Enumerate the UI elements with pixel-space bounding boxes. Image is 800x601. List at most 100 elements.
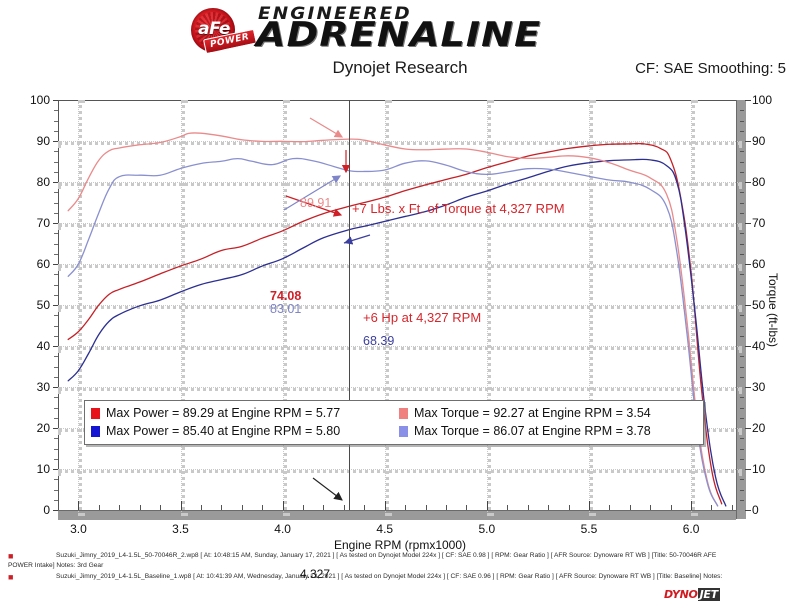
y-gridline xyxy=(58,469,742,473)
y-tick-minor-right xyxy=(740,161,744,163)
annotation-torque-mod-value: 89.91 xyxy=(300,196,332,210)
x-tick-minor xyxy=(507,505,509,510)
cursor-line[interactable] xyxy=(349,100,351,510)
cf-smoothing-label: CF: SAE Smoothing: 5 xyxy=(635,60,786,77)
chart-footer: ■ Suzuki_Jimny_2019_L4-1.5L_50-70046R_2.… xyxy=(0,551,800,600)
y-tick-minor-left xyxy=(54,274,58,276)
y-tick-minor-left xyxy=(54,458,58,460)
y-axis-right-bar xyxy=(736,100,746,519)
y-tick-minor-left xyxy=(54,130,58,132)
y-tick-minor-right xyxy=(740,233,744,235)
legend-label-max-power-baseline: Max Power = 85.40 at Engine RPM = 5.80 xyxy=(106,424,341,438)
y-tick-minor-left xyxy=(54,356,58,358)
x-tick-minor xyxy=(650,505,652,510)
y-tick-mark-right xyxy=(745,100,751,101)
y-tick-minor-right xyxy=(740,284,744,286)
y-tick-label-left: 50 xyxy=(36,298,50,312)
y-tick-minor-left xyxy=(54,499,58,501)
legend-item-max-torque-modified[interactable]: Max Torque = 92.27 at Engine RPM = 3.54 xyxy=(389,406,697,420)
x-tick-minor xyxy=(711,505,713,510)
y-tick-minor-right xyxy=(740,171,744,173)
x-tick-minor xyxy=(568,505,570,510)
engineered-wordmark: ENGINEERED xyxy=(258,4,412,24)
y-tick-label-right: 90 xyxy=(752,134,766,148)
curve-torque-baseline xyxy=(67,157,719,507)
y-gridline xyxy=(58,182,742,186)
x-tick-minor xyxy=(343,505,345,510)
y-tick-minor-right xyxy=(740,130,744,132)
dyno-chart: 3.0 3.5 4.0 4.5 5.0 5.5 6.0 0 0 10 10 20 20 30 30 40 40 5… xyxy=(0,88,800,601)
legend-swatch-torque-baseline xyxy=(399,425,408,437)
x-tick-minor xyxy=(119,505,121,510)
dyno-curves-svg xyxy=(67,132,727,507)
x-tick-minor xyxy=(98,505,100,510)
x-tick-minor xyxy=(221,505,223,510)
y-tick-minor-left xyxy=(54,397,58,399)
x-tick-mark xyxy=(282,501,284,510)
x-tick-minor xyxy=(405,505,407,510)
y-tick-minor-left xyxy=(54,253,58,255)
dynojet-watermark-dyno: DYNO xyxy=(664,588,698,601)
footer-run-1-line1: Suzuki_Jimny_2019_L4-1.5L_50-70046R_2.wp… xyxy=(56,552,717,559)
y-gridline xyxy=(58,223,742,227)
y-tick-mark-left xyxy=(53,387,58,388)
x-axis-bar xyxy=(58,510,736,520)
y-tick-minor-left xyxy=(54,325,58,327)
y-tick-minor-right xyxy=(740,253,744,255)
x-tick-label: 3.5 xyxy=(172,522,189,536)
y-tick-minor-left xyxy=(54,448,58,450)
y-tick-label-left: 40 xyxy=(36,339,50,353)
y-tick-mark-left xyxy=(53,428,58,429)
x-tick-minor xyxy=(160,505,162,510)
y-tick-mark-left xyxy=(53,182,58,183)
y-tick-minor-right xyxy=(740,366,744,368)
y-tick-label-left: 20 xyxy=(36,421,50,435)
y-tick-minor-left xyxy=(54,438,58,440)
y-tick-label-right: 60 xyxy=(752,257,766,271)
y-tick-mark-right xyxy=(745,223,751,224)
y-tick-minor-right xyxy=(740,294,744,296)
x-tick-label: 4.0 xyxy=(274,522,291,536)
annotation-torque-gain: +7 Lbs. x Ft. of Torque at 4,327 RPM xyxy=(352,201,565,216)
y-tick-minor-right xyxy=(740,202,744,204)
y-gridline xyxy=(58,141,742,145)
y-tick-minor-right xyxy=(740,458,744,460)
y-tick-minor-right xyxy=(740,212,744,214)
chart-legend: Max Power = 89.29 at Engine RPM = 5.77 M… xyxy=(84,400,704,445)
y-tick-label-right: 40 xyxy=(752,339,766,353)
dynojet-watermark: DYNO JET xyxy=(664,588,720,601)
y-tick-label-left: 100 xyxy=(29,93,50,107)
y-tick-label-right: 10 xyxy=(752,462,766,476)
x-tick-mark xyxy=(588,501,590,510)
legend-item-max-torque-baseline[interactable]: Max Torque = 86.07 at Engine RPM = 3.78 xyxy=(389,424,697,438)
x-tick-mark xyxy=(691,501,693,510)
legend-item-max-power-modified[interactable]: Max Power = 89.29 at Engine RPM = 5.77 xyxy=(91,406,389,420)
x-tick-minor xyxy=(303,505,305,510)
y-tick-mark-left xyxy=(53,100,58,101)
curve-torque-modified xyxy=(67,132,719,507)
legend-swatch-torque-modified xyxy=(399,407,408,419)
legend-item-max-power-baseline[interactable]: Max Power = 85.40 at Engine RPM = 5.80 xyxy=(91,424,389,438)
footer-bullet-icon: ■ xyxy=(8,551,14,561)
annotation-power-mod-value: 74.08 xyxy=(270,289,302,303)
afe-logo-text: aFe xyxy=(198,19,230,39)
chart-header: aFe POWER ENGINEERED ADRENALINE Dynojet … xyxy=(0,0,800,88)
x-tick-minor xyxy=(670,505,672,510)
y-tick-minor-right xyxy=(740,151,744,153)
y-tick-mark-right xyxy=(745,387,751,388)
legend-label-max-torque-baseline: Max Torque = 86.07 at Engine RPM = 3.78 xyxy=(414,424,651,438)
y-tick-minor-left xyxy=(54,110,58,112)
x-tick-label: 3.0 xyxy=(70,522,87,536)
y-tick-label-right: 0 xyxy=(752,503,759,517)
y-tick-minor-left xyxy=(54,417,58,419)
x-tick-minor xyxy=(446,505,447,510)
y-tick-minor-left xyxy=(54,294,58,296)
y-tick-minor-left xyxy=(54,151,58,153)
y-tick-label-left: 30 xyxy=(36,380,50,394)
footer-entry-run-2: ■ Suzuki_Jimny_2019_L4-1.5L_Baseline_1.w… xyxy=(0,572,800,582)
x-tick-label: 5.0 xyxy=(478,522,496,536)
y-tick-mark-right xyxy=(745,469,751,470)
y-tick-minor-left xyxy=(54,479,58,481)
y-tick-minor-right xyxy=(740,417,744,419)
afe-power-logo-icon: aFe POWER xyxy=(188,7,257,55)
